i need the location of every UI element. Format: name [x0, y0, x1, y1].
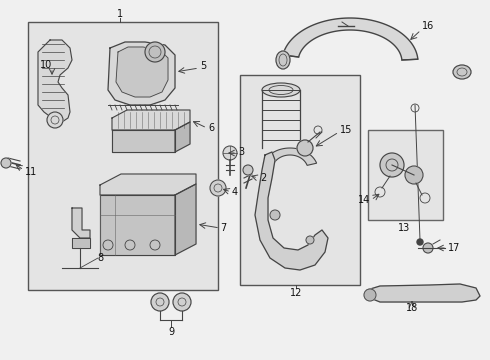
Ellipse shape — [276, 51, 290, 69]
Circle shape — [270, 210, 280, 220]
Polygon shape — [72, 238, 90, 248]
Polygon shape — [112, 110, 190, 130]
Text: 13: 13 — [398, 223, 410, 233]
Polygon shape — [38, 40, 72, 122]
Text: 14: 14 — [358, 195, 370, 205]
Polygon shape — [263, 148, 317, 165]
Circle shape — [417, 239, 423, 245]
Text: 2: 2 — [260, 173, 266, 183]
Polygon shape — [255, 152, 328, 270]
Polygon shape — [100, 174, 196, 195]
Circle shape — [47, 112, 63, 128]
Text: 3: 3 — [238, 147, 244, 157]
Polygon shape — [283, 18, 418, 60]
Circle shape — [380, 153, 404, 177]
Circle shape — [1, 158, 11, 168]
Text: 5: 5 — [200, 61, 206, 71]
Ellipse shape — [453, 65, 471, 79]
Polygon shape — [365, 284, 480, 302]
Circle shape — [151, 293, 169, 311]
Text: 9: 9 — [168, 327, 174, 337]
Circle shape — [405, 166, 423, 184]
Polygon shape — [112, 130, 175, 152]
Polygon shape — [175, 184, 196, 255]
Ellipse shape — [262, 83, 300, 97]
Polygon shape — [72, 208, 90, 238]
Text: 7: 7 — [220, 223, 226, 233]
Circle shape — [210, 180, 226, 196]
Text: 6: 6 — [208, 123, 214, 133]
Text: 4: 4 — [232, 187, 238, 197]
Circle shape — [364, 289, 376, 301]
Polygon shape — [116, 47, 168, 97]
Text: 16: 16 — [422, 21, 434, 31]
Bar — [28, 22, 218, 290]
Circle shape — [306, 236, 314, 244]
Circle shape — [243, 165, 253, 175]
Circle shape — [173, 293, 191, 311]
Text: 8: 8 — [97, 253, 103, 263]
Circle shape — [297, 140, 313, 156]
Bar — [240, 75, 360, 285]
Text: 18: 18 — [406, 303, 418, 313]
Text: 11: 11 — [25, 167, 37, 177]
Circle shape — [423, 243, 433, 253]
Circle shape — [145, 42, 165, 62]
Polygon shape — [108, 42, 175, 105]
Polygon shape — [175, 122, 190, 152]
Text: 12: 12 — [290, 288, 302, 298]
Text: 1: 1 — [117, 9, 123, 19]
Circle shape — [223, 146, 237, 160]
Text: 10: 10 — [40, 60, 52, 70]
Text: 17: 17 — [448, 243, 461, 253]
Bar — [368, 130, 443, 220]
Text: 15: 15 — [340, 125, 352, 135]
Polygon shape — [100, 195, 175, 255]
